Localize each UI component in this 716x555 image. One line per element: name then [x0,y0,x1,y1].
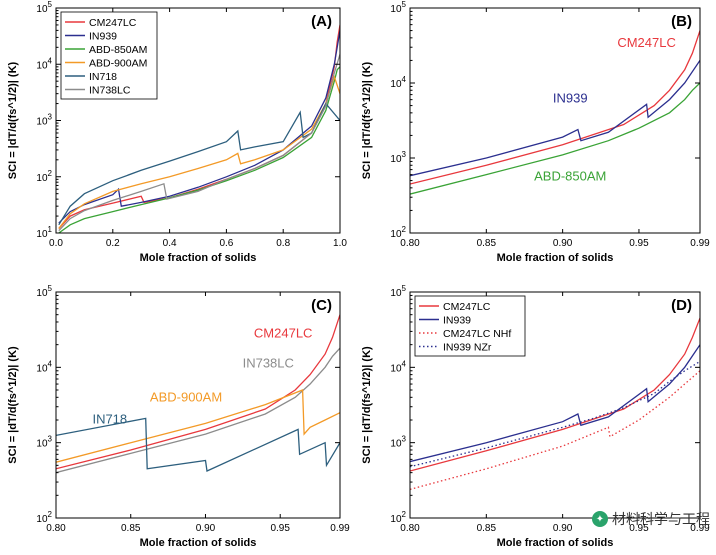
legend-label: IN718 [89,71,117,83]
x-tick-label: 0.90 [196,523,216,534]
x-tick-label: 0.99 [690,523,710,534]
y-tick-label: 101 [36,225,52,240]
y-tick-label: 103 [390,150,406,165]
series-line-in939 [410,344,700,463]
x-tick-label: 0.4 [163,238,177,249]
y-axis-title: SCI = |dT/d(fs^1/2)| (K) [7,346,19,464]
annotation-label: IN718 [92,411,127,426]
y-tick-label: 103 [36,435,52,450]
chart-panel-2: 0.80 0.85 0.90 0.95 0.99 102 103 104 105 Mole fra… [7,284,350,549]
series-line-cm247lc [410,30,700,185]
series-line-in718 [58,102,340,226]
x-tick-label: 0.85 [477,238,497,249]
x-tick-label: 0.80 [46,523,66,534]
x-axis-title: Mole fraction of solids [140,537,257,549]
plot-frame [409,7,701,234]
annotation-label: CM247LC [617,35,676,50]
series-line-cm247lc [58,24,340,229]
x-tick-label: 0.85 [477,523,497,534]
plot-frame [55,291,341,519]
panel-label: (B) [671,13,692,30]
x-tick-label: 0.99 [690,238,710,249]
annotation-label: ABD-850AM [534,169,606,184]
y-tick-label: 105 [390,284,406,299]
legend-label: IN738LC [89,85,131,97]
series-line-in738lc [56,347,340,474]
series-line-abd-850am [58,66,340,233]
y-axis-title: SCI = |dT/d(fs^1/2)| (K) [7,61,19,179]
x-tick-label: 0.0 [49,238,63,249]
x-tick-label: 0.95 [629,523,649,534]
series-line-abd-900am [56,389,340,463]
annotation-label: ABD-900AM [150,390,222,405]
series-line-in738lc [58,54,340,232]
x-tick-label: 0.85 [121,523,141,534]
panel-label: (C) [311,297,332,314]
x-axis-title: Mole fraction of solids [497,537,614,549]
x-tick-label: 0.90 [553,238,573,249]
x-axis-title: Mole fraction of solids [140,252,257,264]
series-line-in939 [410,60,700,177]
y-tick-label: 102 [390,225,406,240]
series-group [56,314,340,474]
series-line-cm247lc [56,314,340,470]
x-tick-label: 0.80 [400,238,420,249]
annotation-label: CM247LC [254,325,313,340]
plot-frame [409,291,701,519]
series-line-cm247lc [410,317,700,472]
x-tick-label: 0.90 [553,523,573,534]
panel-label: (D) [671,297,692,314]
series-group [410,317,700,491]
y-tick-label: 103 [390,435,406,450]
y-tick-label: 105 [36,0,52,15]
x-tick-label: 0.80 [400,523,420,534]
annotation-label: IN939 [553,90,588,105]
panel-label: (A) [311,13,332,30]
x-tick-label: 1.0 [333,238,347,249]
x-tick-label: 0.95 [270,523,290,534]
series-group [58,24,340,233]
y-tick-label: 104 [36,359,52,374]
annotation-label: IN738LC [243,355,294,370]
y-axis-title: SCI = |dT/d(fs^1/2)| (K) [361,346,373,464]
y-tick-label: 105 [36,284,52,299]
chart-panel-0: 0.0 0.2 0.4 0.6 0.8 1.0 101 102 103 104 105 Mole fr… [7,0,347,264]
y-axis-title: SCI = |dT/d(fs^1/2)| (K) [361,61,373,179]
x-tick-label: 0.95 [629,238,649,249]
x-tick-label: 0.6 [219,238,233,249]
y-tick-label: 104 [36,56,52,71]
y-tick-label: 102 [390,510,406,525]
series-line-abd-900am [58,74,340,229]
watermark: ✦ 材料科学与工程 [592,509,710,529]
series-group [410,30,700,195]
chart-panel-3: 0.80 0.85 0.90 0.95 0.99 102 103 104 105 Mole fra… [361,284,710,549]
series-line-in939 [58,30,340,224]
legend-box [60,11,158,100]
y-tick-label: 105 [390,0,406,15]
x-tick-label: 0.2 [106,238,120,249]
x-tick-label: 0.8 [276,238,290,249]
y-tick-label: 103 [36,113,52,128]
y-tick-label: 102 [36,169,52,184]
series-line-abd-850am [410,82,700,195]
y-tick-label: 102 [36,510,52,525]
legend-label: IN939 [443,315,471,327]
legend-label: ABD-900AM [89,58,147,70]
y-tick-label: 104 [390,359,406,374]
wechat-icon: ✦ [592,511,608,527]
legend-label: IN939 [89,31,117,43]
series-line-in939-nzr [410,360,700,468]
legend-label: CM247LC [443,301,491,313]
x-tick-label: 0.99 [330,523,350,534]
legend-label: CM247LC [89,17,137,29]
legend-label: CM247LC NHf [443,328,511,340]
legend-label: IN939 NZr [443,342,492,354]
series-line-in718 [56,417,340,472]
legend-label: ABD-850AM [89,44,147,56]
y-tick-label: 104 [390,75,406,90]
watermark-text: 材料科学与工程 [612,511,710,527]
chart-panel-1: 0.80 0.85 0.90 0.95 0.99 102 103 104 105 Mole fra… [361,0,710,264]
x-axis-title: Mole fraction of solids [497,252,614,264]
